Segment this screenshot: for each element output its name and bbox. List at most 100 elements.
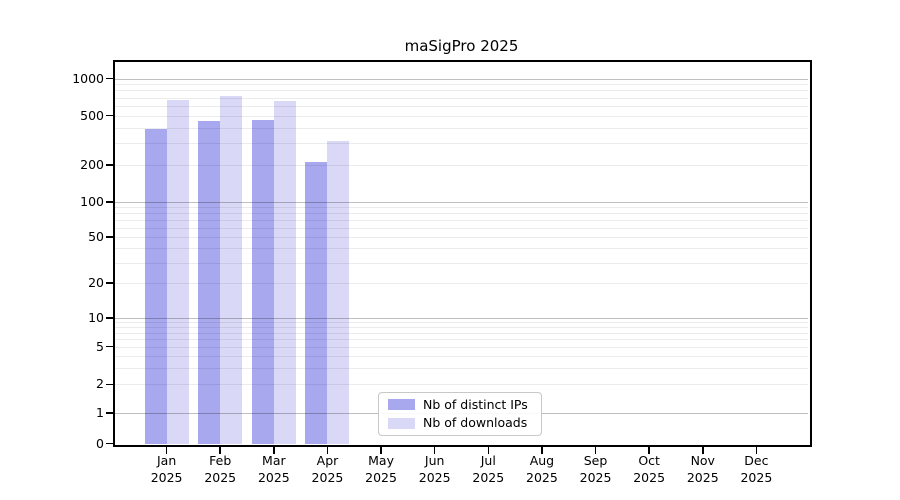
y-tick-1 [106,412,113,414]
y-tick-1000 [106,77,113,80]
bar-jan-nb-of-distinct-ips [144,129,167,445]
y-gridline-7 [115,332,808,334]
bar-feb-nb-of-distinct-ips [198,121,221,445]
x-label-year: 2025 [257,469,290,485]
x-label-month: Nov [690,452,715,468]
y-tick-50 [106,236,113,238]
x-tick-may [380,446,382,454]
legend-label-downloads: Nb of downloads [423,415,528,431]
y-tick-label-0: 0 [96,435,104,451]
x-label-month: May [368,452,394,468]
x-tick-sep [594,446,597,454]
y-gridline-100 [115,202,808,203]
y-gridline-700 [115,97,808,99]
y-gridline-30 [115,262,808,264]
x-tick-jun [433,446,436,454]
x-label-month: Jan [156,452,177,468]
x-tick-feb [219,446,221,454]
x-tick-dec [755,446,758,454]
y-gridline-900 [115,84,808,86]
y-tick-label-5: 5 [96,338,104,354]
x-tick-label-may: May 2025 [349,452,413,486]
y-tick-label-2: 2 [96,376,104,392]
bar-jan-nb-of-downloads [166,99,189,445]
bar-mar-nb-of-distinct-ips [251,120,274,445]
x-label-year: 2025 [204,469,237,485]
y-gridline-2 [115,384,808,386]
bar-mar-nb-of-downloads [273,100,296,445]
bar-apr-nb-of-distinct-ips [305,162,328,445]
y-tick-10 [106,317,113,319]
y-gridline-40 [115,248,808,250]
y-tick-label-20: 20 [88,275,104,291]
x-label-month: Apr [316,452,339,468]
x-label-year: 2025 [418,469,451,485]
x-tick-nov [702,446,704,454]
x-label-year: 2025 [365,469,397,485]
chart-title: maSigPro 2025 [404,37,519,55]
y-tick-label-50: 50 [88,228,104,244]
x-tick-aug [541,446,543,454]
x-tick-jan [165,446,168,454]
x-tick-label-nov: Nov 2025 [671,452,735,486]
x-tick-label-oct: Oct 2025 [617,452,681,486]
x-tick-jul [487,446,490,454]
y-tick-label-200: 200 [80,156,104,172]
x-label-year: 2025 [579,469,612,485]
x-tick-label-dec: Dec 2025 [724,452,788,486]
x-tick-label-aug: Aug 2025 [510,452,574,486]
x-label-month: Dec [744,452,769,468]
y-gridline-400 [115,127,808,129]
x-label-year: 2025 [740,469,773,485]
x-tick-label-apr: Apr 2025 [295,452,359,486]
x-tick-label-mar: Mar 2025 [242,452,306,486]
y-tick-label-100: 100 [80,194,104,209]
x-label-year: 2025 [686,469,719,485]
x-label-year: 2025 [633,469,666,485]
legend: Nb of distinct IPs Nb of downloads [378,392,542,436]
x-label-year: 2025 [526,469,558,485]
x-tick-mar [273,446,275,454]
x-tick-label-feb: Feb 2025 [188,452,252,486]
y-gridline-500 [115,115,808,117]
y-tick-0 [106,442,113,445]
y-tick-20 [106,282,113,284]
y-gridline-800 [115,90,808,92]
y-tick-5 [106,345,113,348]
y-gridline-70 [115,219,808,221]
legend-swatch-downloads [388,417,415,429]
x-label-month: Jun [424,452,445,468]
y-tick-2 [106,383,113,386]
x-tick-label-jan: Jan 2025 [135,452,199,486]
y-gridline-9 [115,322,808,324]
x-label-year: 2025 [472,469,505,485]
y-tick-label-1000: 1000 [72,70,104,86]
y-gridline-3 [115,367,808,369]
y-gridline-60 [115,227,808,229]
legend-swatch-distinct-ips [388,399,415,411]
x-label-month: Mar [262,452,286,468]
y-tick-200 [106,164,113,166]
y-gridline-6 [115,339,808,341]
x-tick-label-jun: Jun 2025 [403,452,467,486]
x-label-month: Oct [638,452,660,468]
y-gridline-1000 [115,78,808,80]
y-gridline-600 [115,105,808,107]
y-tick-100 [106,201,113,203]
y-tick-label-500: 500 [80,107,104,123]
legend-label-distinct-ips: Nb of distinct IPs [423,396,528,412]
x-tick-apr [326,446,329,454]
y-gridline-8 [115,327,808,329]
legend-item-distinct-ips: Nb of distinct IPs [388,396,541,412]
x-label-month: Feb [209,452,232,468]
x-tick-oct [648,446,650,454]
y-tick-label-1: 1 [96,405,104,420]
x-label-year: 2025 [311,469,344,485]
y-gridline-200 [115,164,808,166]
x-label-year: 2025 [150,469,183,485]
y-gridline-4 [115,355,808,357]
x-label-month: Jul [480,452,496,468]
y-gridline-5 [115,346,808,348]
x-tick-label-jul: Jul 2025 [456,452,520,486]
